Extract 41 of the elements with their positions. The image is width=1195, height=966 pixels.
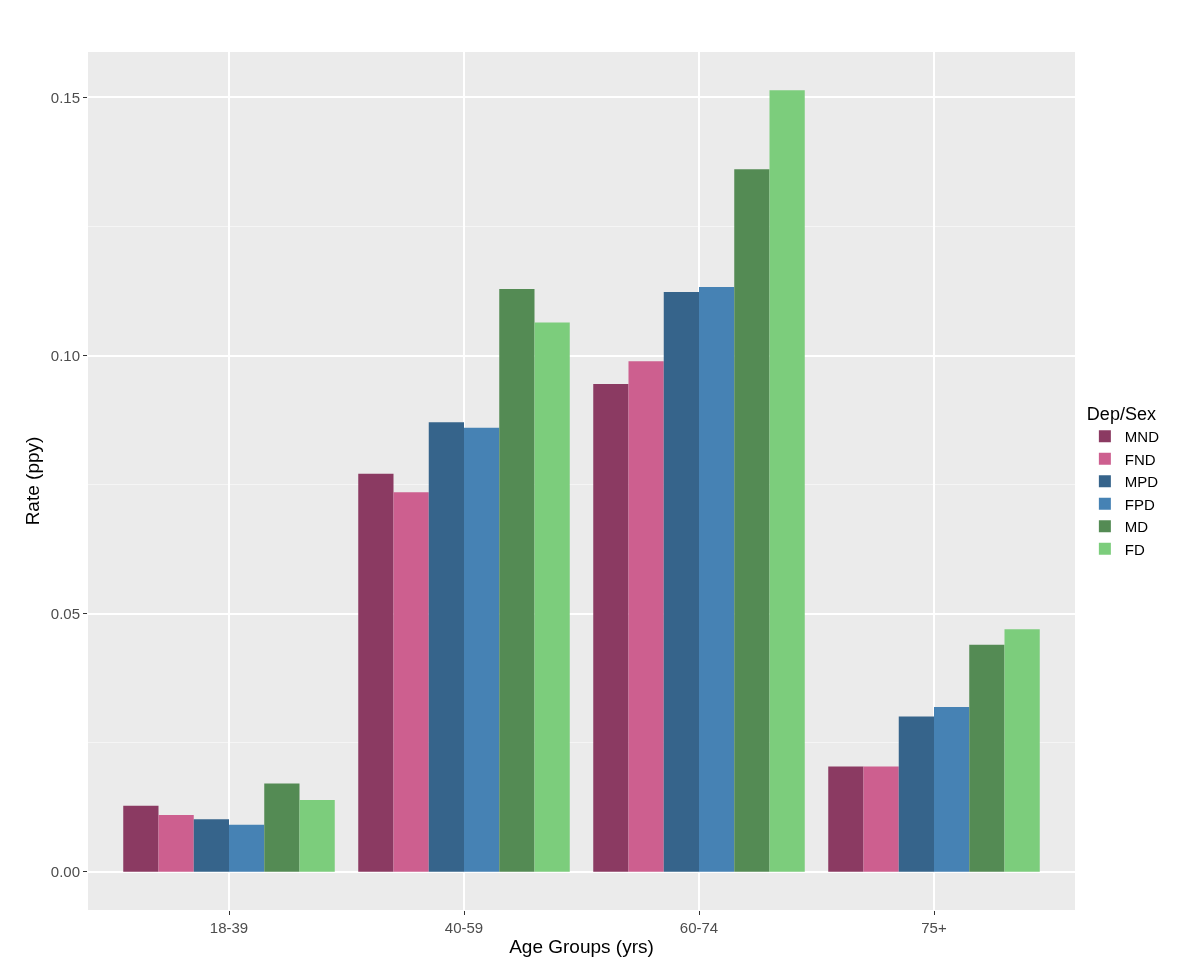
y-tick-label: 0.10 <box>50 346 80 364</box>
bar <box>1004 629 1040 872</box>
bar <box>828 766 864 872</box>
legend-label: MPD <box>1124 473 1159 490</box>
legend-label: MD <box>1124 518 1149 535</box>
bar <box>628 361 664 872</box>
bar <box>934 707 970 872</box>
bar <box>464 427 500 872</box>
bar <box>769 90 805 872</box>
y-tick-label: 0.15 <box>50 88 80 106</box>
bar <box>158 815 194 872</box>
bar <box>534 322 570 872</box>
bar <box>428 422 464 872</box>
bar <box>193 819 229 872</box>
x-tick-label: 60-74 <box>679 919 719 936</box>
legend-label: FD <box>1124 540 1146 558</box>
y-tick-label: 0.00 <box>50 863 80 881</box>
bar <box>734 169 770 872</box>
bar <box>699 286 735 872</box>
bar <box>299 800 335 872</box>
x-axis-title: Age Groups (yrs) <box>509 935 654 957</box>
x-tick-label: 40-59 <box>444 919 484 936</box>
bar <box>393 492 429 872</box>
legend-title: Dep/Sex <box>1086 403 1156 424</box>
bar <box>663 292 699 872</box>
legend-label: MND <box>1124 428 1160 445</box>
bar <box>969 644 1005 872</box>
bar <box>264 783 300 872</box>
bar <box>123 805 159 872</box>
bar <box>499 288 535 872</box>
legend-label: FND <box>1124 450 1156 468</box>
x-tick-label: 18-39 <box>209 919 249 936</box>
bar <box>863 766 899 872</box>
bar <box>358 473 394 872</box>
bar <box>593 383 629 872</box>
y-tick-label: 0.05 <box>50 604 80 622</box>
bar <box>898 716 934 872</box>
bar <box>229 824 265 872</box>
legend-label: FPD <box>1124 495 1156 513</box>
x-tick-label: 75+ <box>921 919 947 936</box>
y-axis-title: Rate (ppy) <box>21 436 43 526</box>
